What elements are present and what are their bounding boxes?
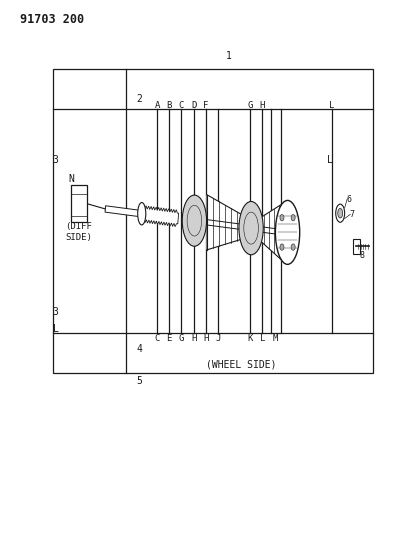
Bar [353, 239, 360, 254]
Polygon shape [207, 220, 243, 230]
Text: L: L [327, 155, 333, 165]
Text: (DIFF
SIDE): (DIFF SIDE) [66, 222, 92, 241]
Polygon shape [259, 227, 283, 235]
Polygon shape [105, 206, 142, 217]
Text: H: H [260, 101, 265, 109]
Ellipse shape [275, 200, 300, 264]
Text: B: B [166, 101, 172, 109]
Text: E: E [166, 334, 172, 343]
Text: N: N [68, 174, 74, 183]
Ellipse shape [280, 214, 284, 221]
Text: 91703 200: 91703 200 [20, 13, 84, 26]
Text: J: J [215, 334, 221, 343]
Text: A: A [154, 101, 160, 109]
Ellipse shape [291, 244, 295, 251]
Ellipse shape [280, 244, 284, 251]
Text: F: F [203, 101, 209, 109]
Text: L: L [260, 334, 265, 343]
Ellipse shape [239, 201, 263, 255]
Text: 7: 7 [350, 210, 355, 219]
Text: 8: 8 [360, 252, 365, 260]
Text: 1: 1 [226, 51, 232, 61]
Text: 3: 3 [53, 307, 58, 317]
Text: 6: 6 [347, 195, 352, 204]
Ellipse shape [338, 208, 343, 218]
Ellipse shape [336, 204, 345, 222]
Text: (WHEEL SIDE): (WHEEL SIDE) [206, 360, 276, 369]
Text: 5: 5 [137, 376, 143, 386]
Text: M: M [273, 334, 278, 343]
Text: C: C [154, 334, 160, 343]
Text: H: H [191, 334, 196, 343]
Text: L: L [329, 101, 335, 109]
Polygon shape [207, 195, 243, 250]
Text: C: C [179, 101, 184, 109]
Text: K: K [247, 334, 253, 343]
Bar [71, 185, 87, 222]
Polygon shape [259, 203, 283, 262]
Ellipse shape [291, 214, 295, 221]
Text: L: L [53, 324, 59, 334]
Text: G: G [179, 334, 184, 343]
Text: G: G [247, 101, 253, 109]
Ellipse shape [182, 195, 207, 246]
Ellipse shape [138, 203, 146, 225]
Text: H: H [203, 334, 209, 343]
Text: 4: 4 [137, 344, 143, 354]
Text: 3: 3 [53, 155, 58, 165]
Polygon shape [141, 205, 179, 227]
Text: 2: 2 [137, 94, 143, 103]
Text: D: D [191, 101, 196, 109]
